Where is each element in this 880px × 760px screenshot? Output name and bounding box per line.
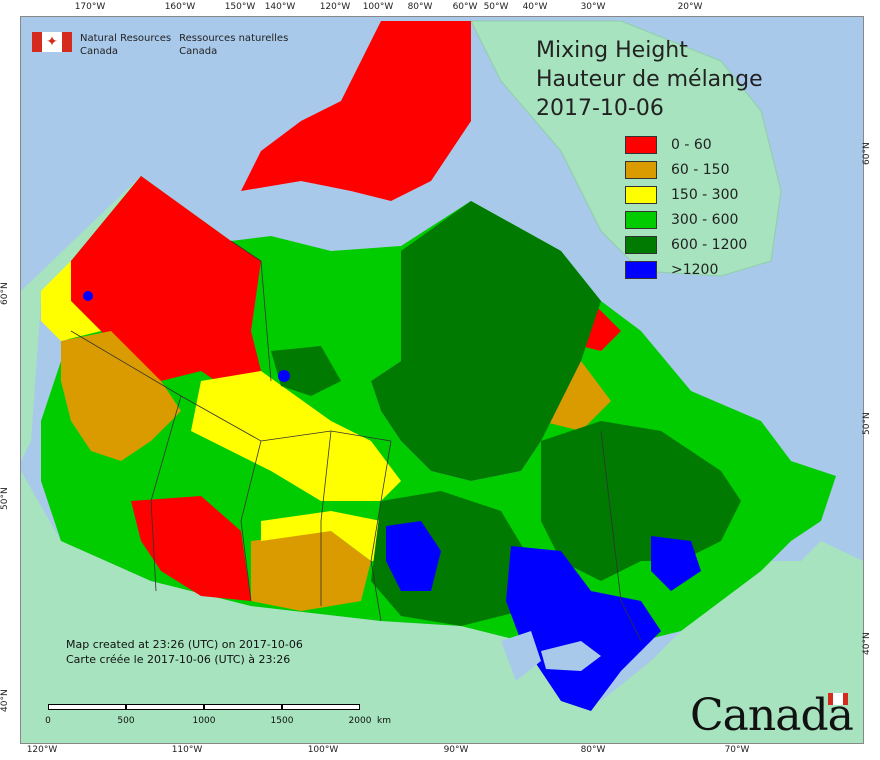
scale-label: 0 xyxy=(45,716,51,726)
zone-red-yukon xyxy=(71,176,261,391)
legend-swatch xyxy=(625,160,657,179)
scale-label: 1500 xyxy=(270,716,294,726)
scale-segment xyxy=(48,704,126,710)
tick-bottom-100w: 100°W xyxy=(307,745,339,755)
org-header: ✦ Natural Resources Canada Ressources na… xyxy=(32,32,288,58)
legend-swatch xyxy=(625,210,657,229)
org-line2-en: Canada xyxy=(80,46,119,57)
tick-top-140w: 140°W xyxy=(264,2,296,12)
zone-red-arctic xyxy=(241,21,471,201)
usa xyxy=(21,471,863,743)
tick-top-80w: 80°W xyxy=(407,2,433,12)
legend-swatch xyxy=(625,235,657,254)
zone-orange-bc xyxy=(61,331,181,461)
scale-label: 500 xyxy=(117,716,135,726)
zone-red-bc xyxy=(131,496,251,601)
tick-right-60n: 60°N xyxy=(862,142,872,165)
legend-label: 600 - 1200 xyxy=(671,236,748,253)
tick-right-50n: 50°N xyxy=(862,412,872,435)
zone-blue-spot-2 xyxy=(278,370,290,382)
legend-item: 60 - 150 xyxy=(625,157,747,182)
note-created-fr: Carte créée le 2017-10-06 (UTC) à 23:26 xyxy=(66,653,291,666)
zone-darkgreen-east xyxy=(371,201,601,481)
tick-bottom-90w: 90°W xyxy=(443,745,469,755)
scale-segment xyxy=(282,704,360,710)
org-name-fr: Ressources naturelles Canada xyxy=(179,32,288,58)
note-created-en: Map created at 23:26 (UTC) on 2017-10-06 xyxy=(66,638,303,651)
tick-top-100w: 100°W xyxy=(362,2,394,12)
tick-bottom-70w: 70°W xyxy=(724,745,750,755)
legend-item: >1200 xyxy=(625,257,747,282)
scale-segment xyxy=(126,704,204,710)
tick-bottom-120w: 120°W xyxy=(26,745,58,755)
province-borders xyxy=(70,240,642,642)
title-en: Mixing Height xyxy=(536,38,688,63)
legend-label: 60 - 150 xyxy=(671,161,730,178)
tick-left-40n: 40°N xyxy=(0,689,10,712)
legend-swatch xyxy=(625,185,657,204)
org-line1-en: Natural Resources xyxy=(80,33,172,44)
zone-darkgreen-north xyxy=(271,346,341,396)
zone-blue-quebec xyxy=(651,536,701,591)
map-frame xyxy=(20,16,864,744)
title-date: 2017-10-06 xyxy=(536,96,664,121)
legend-label: 0 - 60 xyxy=(671,136,712,153)
legend-item: 150 - 300 xyxy=(625,182,747,207)
scale-segment xyxy=(204,704,282,710)
map-title: Mixing Height Hauteur de mélange 2017-10… xyxy=(536,36,763,123)
scale-label: 1000 xyxy=(192,716,216,726)
tick-top-60w: 60°W xyxy=(452,2,478,12)
legend-swatch xyxy=(625,135,657,154)
canada-flag-icon: ✦ xyxy=(32,32,72,52)
tick-top-150w: 150°W xyxy=(224,2,256,12)
canada-wordmark: Canada xyxy=(690,690,854,741)
tick-top-40w: 40°W xyxy=(522,2,548,12)
org-line2-fr: Canada xyxy=(179,46,218,57)
wordmark-flag-icon xyxy=(828,693,848,705)
zone-blue-spot xyxy=(83,291,93,301)
tick-left-60n: 60°N xyxy=(0,282,10,305)
legend-item: 600 - 1200 xyxy=(625,232,747,257)
lake-2 xyxy=(501,631,541,681)
great-lakes xyxy=(541,641,601,671)
tick-right-40n: 40°N xyxy=(862,632,872,655)
scale-unit: km xyxy=(377,716,391,726)
legend-label: 150 - 300 xyxy=(671,186,739,203)
tick-top-120w: 120°W xyxy=(319,2,351,12)
title-fr: Hauteur de mélange xyxy=(536,67,763,92)
tick-bottom-110w: 110°W xyxy=(171,745,203,755)
tick-top-30w: 30°W xyxy=(580,2,606,12)
legend-label: 300 - 600 xyxy=(671,211,739,228)
org-name-en: Natural Resources Canada xyxy=(80,32,171,58)
org-line1-fr: Ressources naturelles xyxy=(179,33,289,44)
zone-yellow-west xyxy=(41,261,101,341)
mixing-height-map xyxy=(21,20,863,743)
tick-bottom-80w: 80°W xyxy=(580,745,606,755)
legend-item: 0 - 60 xyxy=(625,132,747,157)
tick-top-160w: 160°W xyxy=(164,2,196,12)
legend-swatch xyxy=(625,260,657,279)
zone-orange-prairie xyxy=(251,531,371,611)
tick-top-20w: 20°W xyxy=(677,2,703,12)
scale-label: 2000 xyxy=(348,716,372,726)
zone-blue-manitoba xyxy=(386,521,441,591)
zone-blue-ontario xyxy=(506,546,661,711)
legend: 0 - 60 60 - 150 150 - 300 300 - 600 600 … xyxy=(625,132,747,282)
tick-top-50w: 50°W xyxy=(483,2,509,12)
legend-label: >1200 xyxy=(671,261,719,278)
tick-left-50n: 50°N xyxy=(0,487,10,510)
legend-item: 300 - 600 xyxy=(625,207,747,232)
map-notes: Map created at 23:26 (UTC) on 2017-10-06… xyxy=(66,637,303,667)
tick-top-170w: 170°W xyxy=(74,2,106,12)
zone-yellow-prairie xyxy=(261,511,391,561)
